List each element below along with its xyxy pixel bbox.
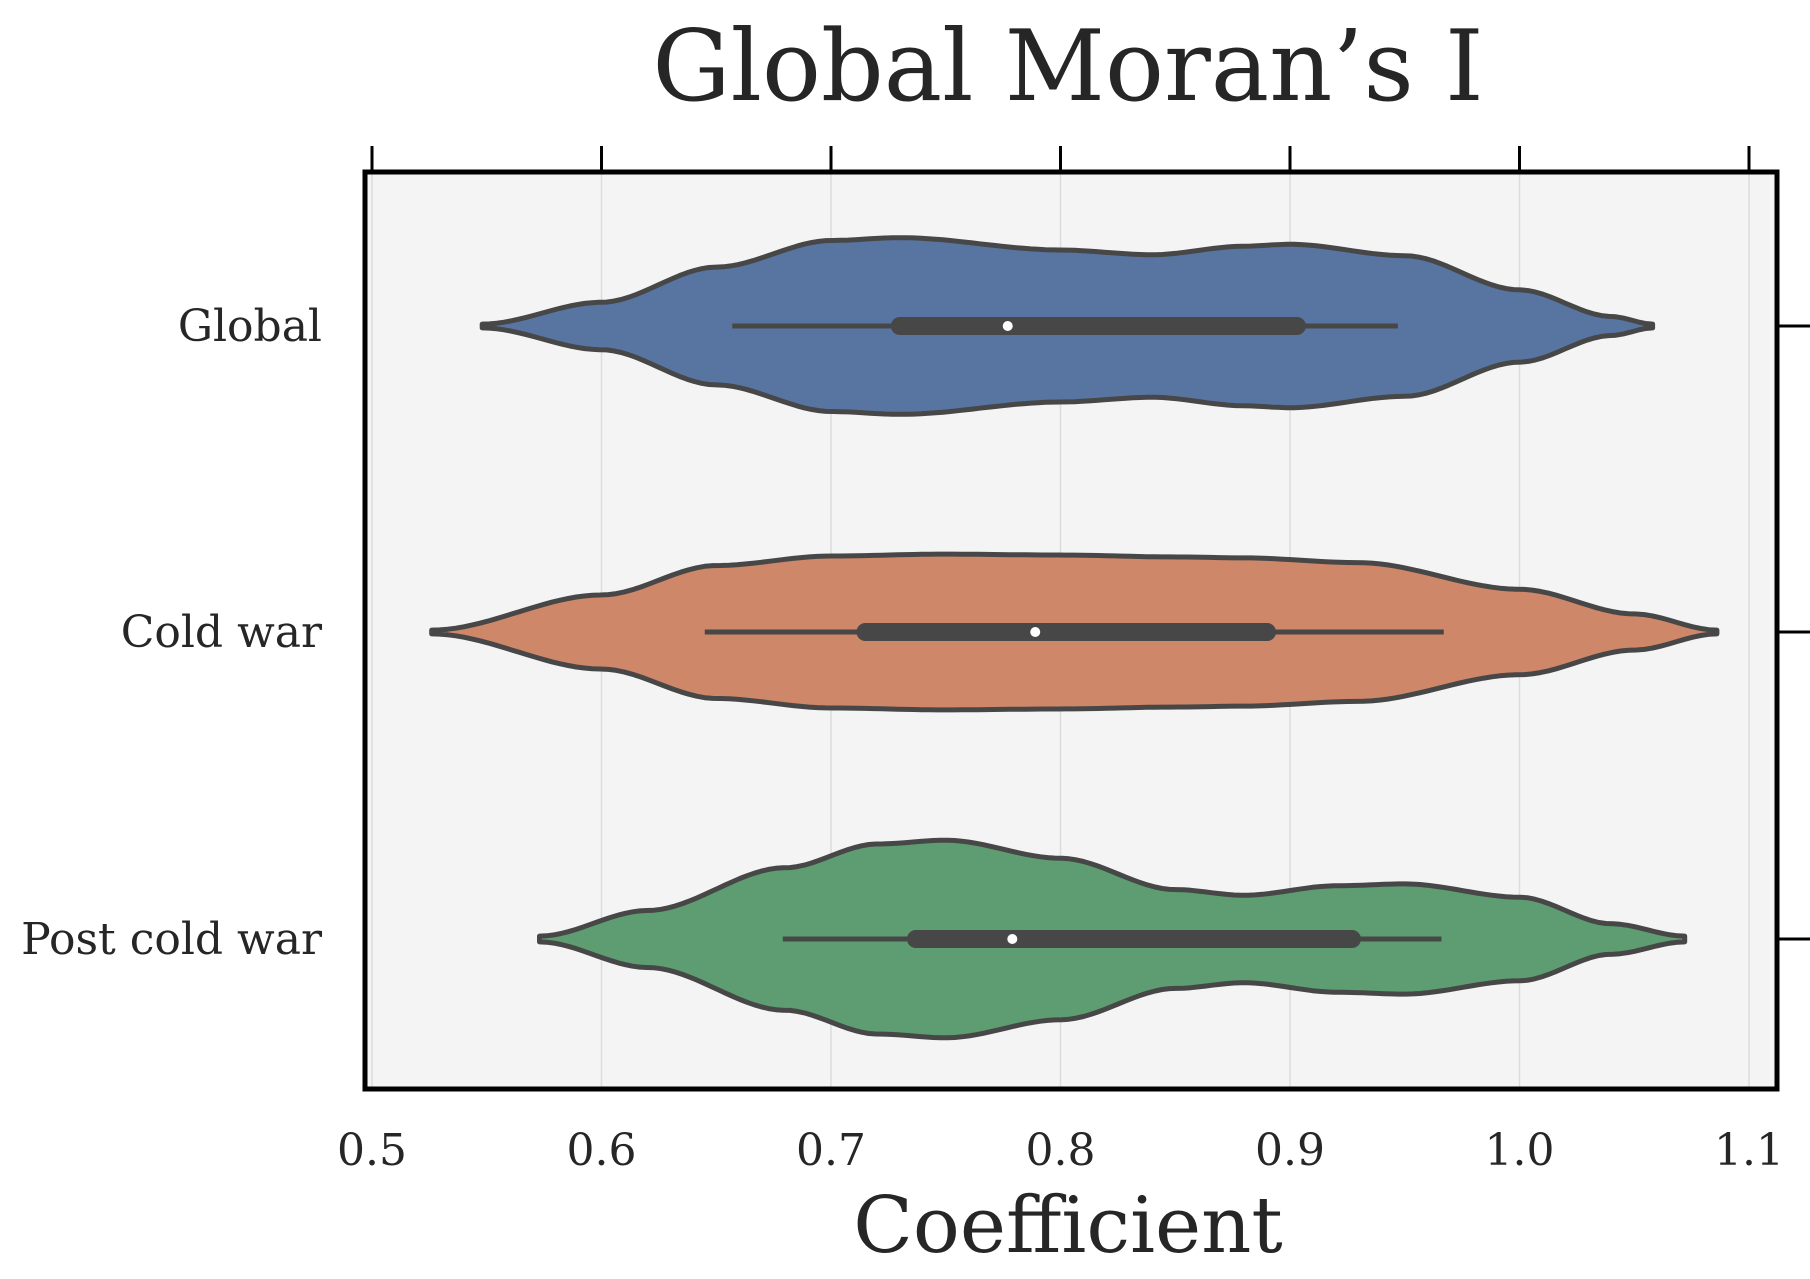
violins <box>429 235 1720 1041</box>
median-point <box>1007 934 1018 944</box>
x-axis-ticks: 0.5 0.6 0.7 0.8 0.9 1.0 1.1 <box>337 146 1784 1176</box>
x-axis-label: Coefficient <box>853 1181 1283 1271</box>
x-tick-label: 0.7 <box>796 1125 866 1176</box>
x-tick-label: 0.6 <box>567 1125 637 1176</box>
median-point <box>1030 627 1041 637</box>
x-tick-label: 0.8 <box>1026 1125 1096 1176</box>
category-label: Post cold war <box>21 914 323 965</box>
x-tick-label: 0.5 <box>337 1125 407 1176</box>
x-tick-label: 0.9 <box>1255 1125 1325 1176</box>
violin-group <box>479 235 1656 417</box>
y-axis-ticks: Global Cold war Post cold war <box>21 301 1810 965</box>
violin-group <box>429 551 1720 713</box>
violin-group <box>537 837 1688 1041</box>
x-tick-label: 1.0 <box>1485 1125 1555 1176</box>
category-label: Global <box>178 301 322 352</box>
x-tick-label: 1.1 <box>1714 1125 1784 1176</box>
chart-title: Global Moran’s I <box>652 10 1483 124</box>
median-point <box>1002 321 1013 331</box>
category-label: Cold war <box>121 607 323 658</box>
